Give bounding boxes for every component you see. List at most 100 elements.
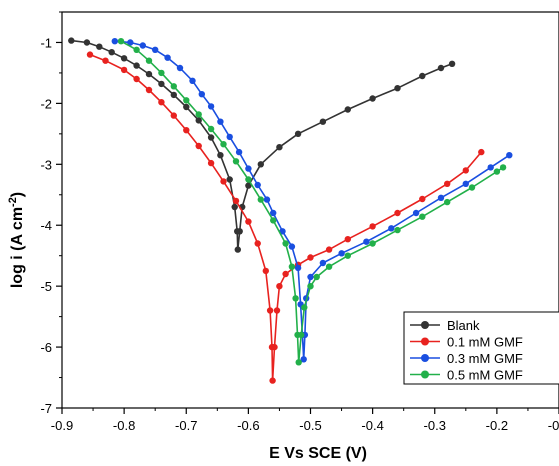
- data-point: [388, 225, 395, 232]
- series-line: [114, 40, 510, 361]
- data-point: [158, 80, 165, 88]
- data-point: [195, 117, 202, 124]
- data-point: [307, 254, 314, 261]
- y-tick-label: -7: [40, 401, 52, 416]
- data-point: [195, 142, 202, 150]
- data-point: [164, 54, 171, 61]
- data-point: [120, 55, 128, 62]
- data-point: [499, 164, 507, 171]
- x-tick-label: -0.6: [237, 418, 259, 433]
- data-point: [344, 106, 351, 113]
- data-point: [117, 38, 125, 45]
- data-point: [207, 134, 215, 141]
- legend-entry: Blank: [410, 318, 480, 333]
- data-point: [478, 148, 485, 156]
- data-point: [170, 83, 177, 90]
- data-point: [245, 182, 252, 189]
- data-point: [262, 267, 269, 275]
- data-point: [369, 95, 376, 102]
- data-point: [145, 57, 153, 64]
- data-point: [139, 42, 146, 49]
- data-point: [86, 51, 94, 58]
- data-point: [217, 152, 224, 159]
- legend-marker: [421, 370, 429, 379]
- legend-label: 0.3 mM GMF: [447, 351, 523, 366]
- series-gmf-2: [111, 38, 513, 363]
- data-point: [468, 184, 476, 191]
- data-point: [245, 165, 252, 172]
- data-point: [325, 246, 333, 253]
- data-point: [394, 209, 401, 217]
- data-point: [226, 176, 233, 183]
- data-point: [183, 97, 190, 104]
- data-point: [369, 223, 376, 230]
- data-point: [493, 168, 501, 175]
- data-point: [394, 226, 401, 234]
- y-axis-title-end: ): [9, 192, 26, 197]
- y-tick-label: -6: [40, 340, 52, 355]
- data-point: [145, 86, 153, 94]
- data-point: [295, 359, 302, 366]
- legend-marker: [421, 321, 429, 329]
- data-point: [263, 196, 271, 203]
- series-line: [71, 39, 453, 251]
- data-point: [108, 49, 115, 56]
- data-point: [269, 377, 276, 384]
- data-point: [344, 252, 351, 259]
- data-point: [68, 37, 75, 44]
- data-point: [292, 295, 299, 302]
- data-point: [419, 72, 426, 80]
- data-point: [313, 273, 320, 281]
- data-point: [276, 144, 283, 151]
- data-point: [300, 356, 307, 363]
- data-point: [266, 307, 274, 314]
- data-point: [170, 91, 177, 99]
- data-point: [232, 197, 240, 205]
- data-point: [419, 213, 426, 220]
- data-point: [444, 180, 451, 187]
- data-point: [369, 240, 376, 247]
- data-point: [437, 194, 445, 201]
- data-point: [506, 152, 513, 159]
- data-point: [257, 161, 264, 168]
- legend-label: 0.5 mM GMF: [447, 368, 523, 383]
- data-point: [338, 250, 345, 257]
- data-point: [294, 130, 302, 137]
- data-point: [273, 307, 281, 314]
- x-tick-label: -0.7: [175, 418, 197, 433]
- data-point: [207, 159, 215, 167]
- legend-marker: [421, 337, 429, 346]
- series-gmf-3: [117, 38, 507, 366]
- y-tick-label: -1: [40, 35, 52, 50]
- y-tick-labels: -7 -6 -5 -4 -3 -2 -1: [40, 35, 52, 416]
- data-point: [363, 238, 370, 245]
- data-point: [102, 57, 109, 64]
- data-point: [307, 283, 314, 290]
- data-point: [231, 203, 238, 211]
- data-point: [319, 118, 327, 125]
- data-point: [232, 158, 240, 165]
- data-point: [254, 181, 261, 189]
- data-point: [270, 217, 277, 224]
- data-point: [257, 196, 264, 203]
- x-tick-label: -0.3: [424, 418, 446, 433]
- series-layer: [68, 37, 513, 384]
- data-point: [344, 236, 351, 243]
- y-tick-label: -4: [40, 218, 52, 233]
- data-point: [183, 127, 190, 134]
- data-point: [319, 259, 327, 267]
- y-tick-label: -2: [40, 96, 52, 111]
- series-blank: [68, 37, 456, 253]
- data-point: [183, 103, 190, 111]
- data-point: [207, 125, 215, 133]
- y-tick-label: -5: [40, 279, 52, 294]
- data-point: [294, 264, 302, 272]
- data-point: [220, 141, 227, 148]
- data-point: [83, 39, 91, 46]
- plot-frame: [61, 11, 559, 409]
- legend-marker: [421, 354, 429, 362]
- data-point: [96, 43, 103, 50]
- data-point: [217, 118, 224, 125]
